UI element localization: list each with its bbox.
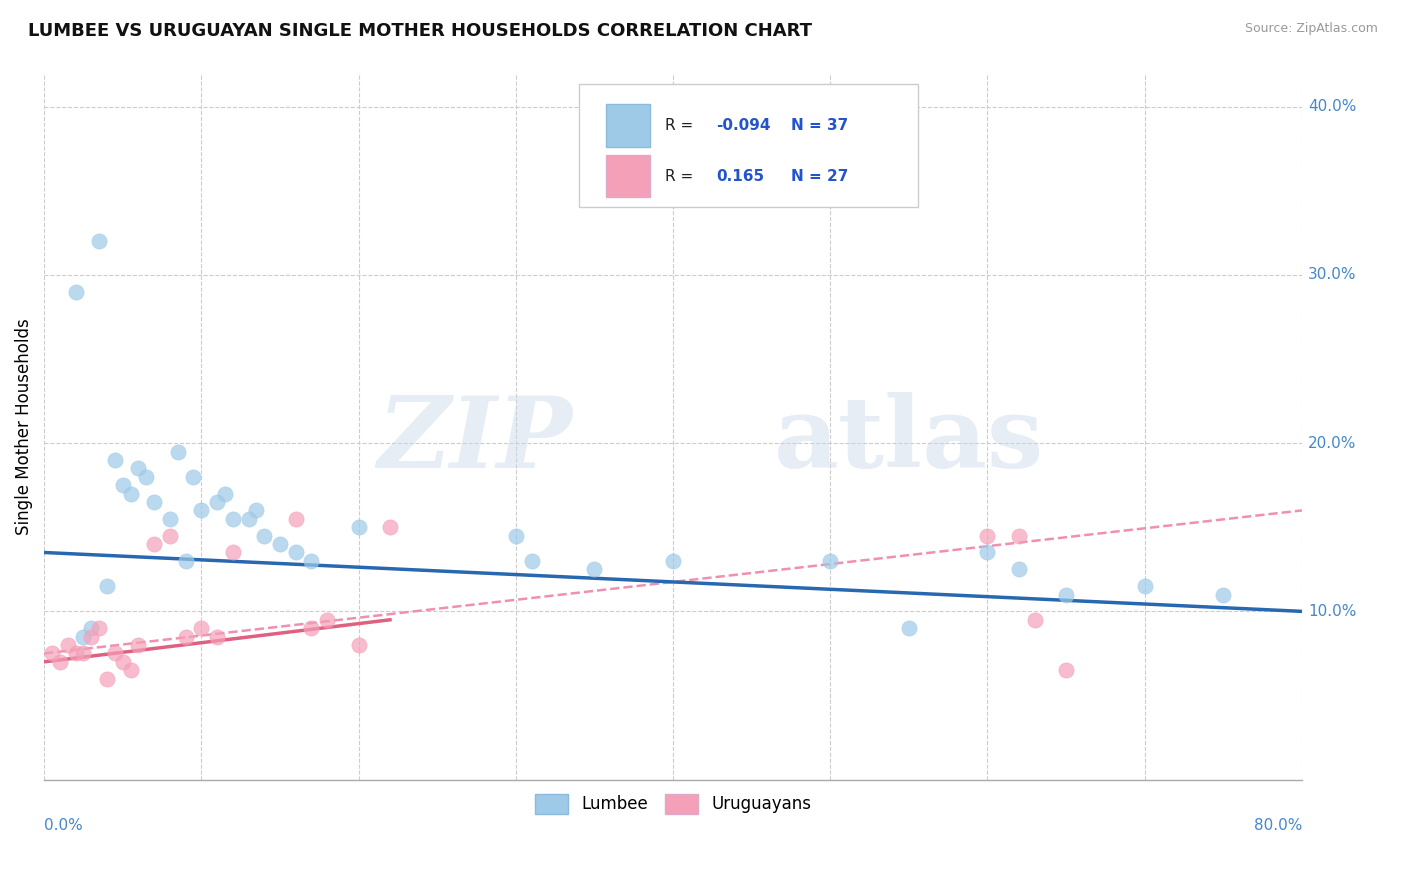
Text: 40.0%: 40.0% [1308, 99, 1357, 114]
Point [378, 520, 401, 534]
Text: LUMBEE VS URUGUAYAN SINGLE MOTHER HOUSEHOLDS CORRELATION CHART: LUMBEE VS URUGUAYAN SINGLE MOTHER HOUSEH… [28, 22, 813, 40]
Point [174, 630, 197, 644]
Text: 80.0%: 80.0% [1254, 819, 1302, 833]
Point [505, 529, 527, 543]
Text: ZIP: ZIP [377, 392, 572, 489]
Point [520, 554, 543, 568]
Point [347, 638, 370, 652]
Point [41, 647, 63, 661]
Point [583, 562, 606, 576]
Point [284, 545, 307, 559]
Point [253, 529, 276, 543]
Point [80, 621, 103, 635]
Text: R =: R = [665, 169, 699, 184]
Point [284, 512, 307, 526]
Point [56, 638, 79, 652]
Point [1054, 588, 1077, 602]
Point [104, 647, 127, 661]
Text: 20.0%: 20.0% [1308, 435, 1357, 450]
Point [1212, 588, 1234, 602]
Point [1024, 613, 1046, 627]
Point [238, 512, 260, 526]
Point [299, 621, 322, 635]
Text: atlas: atlas [773, 392, 1043, 489]
FancyBboxPatch shape [606, 104, 651, 147]
Point [222, 545, 245, 559]
Text: R =: R = [665, 119, 699, 133]
Point [89, 234, 111, 248]
Point [96, 672, 118, 686]
Point [976, 529, 998, 543]
Point [159, 512, 181, 526]
Point [662, 554, 685, 568]
Point [205, 495, 228, 509]
Point [65, 285, 87, 299]
Point [89, 621, 111, 635]
Point [127, 461, 149, 475]
Point [1008, 562, 1031, 576]
Text: 0.0%: 0.0% [44, 819, 83, 833]
Point [205, 630, 228, 644]
Point [183, 470, 205, 484]
Point [72, 630, 94, 644]
Y-axis label: Single Mother Households: Single Mother Households [15, 318, 32, 534]
Text: 30.0%: 30.0% [1308, 268, 1357, 283]
Point [818, 554, 841, 568]
Point [222, 512, 245, 526]
Point [166, 444, 188, 458]
Point [96, 579, 118, 593]
FancyBboxPatch shape [579, 84, 918, 207]
Point [897, 621, 920, 635]
Point [120, 663, 142, 677]
Point [104, 453, 127, 467]
Point [347, 520, 370, 534]
Legend: Lumbee, Uruguayans: Lumbee, Uruguayans [529, 787, 818, 821]
Point [1133, 579, 1156, 593]
Point [135, 470, 157, 484]
Point [299, 554, 322, 568]
Point [72, 647, 94, 661]
Point [49, 655, 72, 669]
Text: Source: ZipAtlas.com: Source: ZipAtlas.com [1244, 22, 1378, 36]
Point [214, 486, 236, 500]
Text: -0.094: -0.094 [716, 119, 770, 133]
Point [111, 478, 134, 492]
Point [120, 486, 142, 500]
Point [1054, 663, 1077, 677]
Point [174, 554, 197, 568]
Point [190, 621, 212, 635]
Point [190, 503, 212, 517]
Point [269, 537, 291, 551]
Text: 10.0%: 10.0% [1308, 604, 1357, 619]
Point [245, 503, 267, 517]
Point [976, 545, 998, 559]
Point [127, 638, 149, 652]
Point [316, 613, 339, 627]
Point [65, 647, 87, 661]
FancyBboxPatch shape [606, 155, 651, 197]
Point [80, 630, 103, 644]
Point [143, 537, 166, 551]
Text: N = 37: N = 37 [792, 119, 848, 133]
Text: N = 27: N = 27 [792, 169, 849, 184]
Point [143, 495, 166, 509]
Point [159, 529, 181, 543]
Point [1008, 529, 1031, 543]
Text: 0.165: 0.165 [716, 169, 763, 184]
Point [111, 655, 134, 669]
